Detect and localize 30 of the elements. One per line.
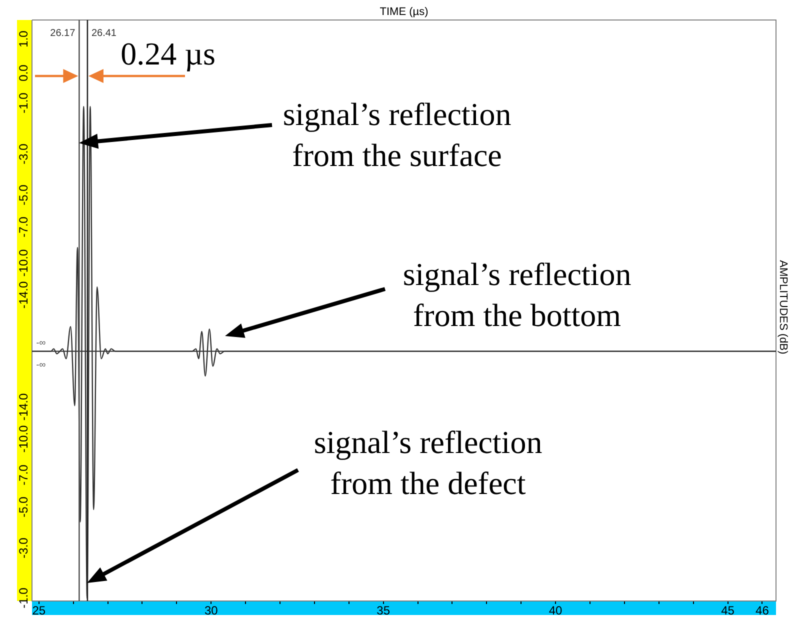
text: 0.24 µs bbox=[120, 35, 216, 72]
x-tick-label: 30 bbox=[204, 604, 218, 618]
text: TIME (µs) bbox=[380, 6, 428, 18]
text: -14.0 bbox=[16, 281, 30, 309]
x-tick-label: 45 bbox=[721, 604, 735, 618]
text: -10.0 bbox=[16, 425, 30, 453]
x-tick-label: 46 bbox=[756, 604, 770, 618]
text: -14.0 bbox=[16, 393, 30, 421]
annotation: -∞ bbox=[36, 359, 46, 370]
text: -7.0 bbox=[16, 216, 30, 238]
text: -1.0 bbox=[16, 587, 30, 608]
text: 0.0 bbox=[16, 64, 30, 82]
ref-line-label: 26.17 bbox=[50, 28, 76, 39]
x-tick-label: 35 bbox=[376, 604, 390, 618]
text: -5.0 bbox=[16, 184, 30, 206]
annotation: signal’s reflection from the bottom bbox=[402, 256, 632, 333]
ref-line-label: 26.41 bbox=[91, 28, 117, 39]
text: 1.0 bbox=[16, 30, 30, 48]
text: -10.0 bbox=[16, 249, 30, 277]
x-tick-label: 40 bbox=[548, 604, 563, 618]
annotation: -∞ bbox=[36, 337, 46, 348]
text: -3.0 bbox=[16, 143, 30, 164]
annotation: signal’s reflection from the surface bbox=[282, 96, 512, 173]
annotation: signal’s reflection from the defect bbox=[314, 424, 542, 501]
y-axis-title: AMPLITUDES (dB) bbox=[776, 260, 789, 354]
text: -7.0 bbox=[16, 464, 30, 486]
x-tick-label: 25 bbox=[32, 604, 46, 618]
text: -3.0 bbox=[16, 537, 30, 558]
text: -1.0 bbox=[16, 92, 30, 114]
text: -5.0 bbox=[16, 496, 30, 518]
